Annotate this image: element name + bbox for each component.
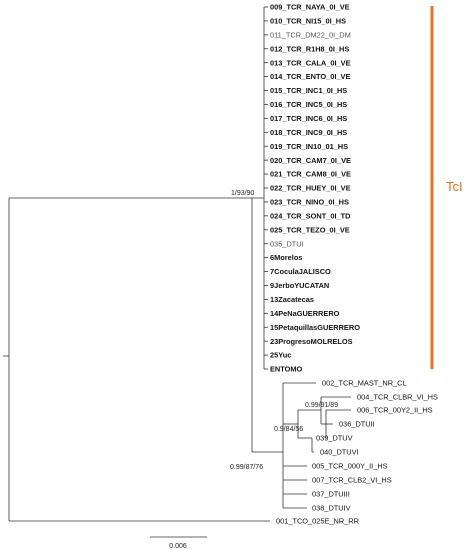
taxon-label: 025_TCR_TEZO_0I_VE [270, 225, 350, 234]
taxon-label: 036_DTUII [339, 420, 375, 429]
taxon-label: 016_TCR_INC5_0I_HS [270, 100, 347, 109]
taxon-label: 6Morelos [270, 253, 302, 262]
taxon-label: 14PeNaGUERRERO [270, 309, 340, 318]
taxon-label: 015_TCR_INC1_0I_HS [270, 86, 347, 95]
taxon-label: 009_TCR_NAYA_0I_VE [270, 3, 350, 12]
taxon-label: 001_TCO_025E_NR_RR [276, 517, 359, 526]
support-node-039-040: 0.9/84/56 [274, 426, 303, 433]
support-node-004-036: 0.99/91/89 [305, 402, 338, 409]
taxon-label: 014_TCR_ENTO_0I_VE [270, 72, 350, 81]
taxon-label: 013_TCR_CALA_0I_VE [270, 58, 351, 67]
taxon-label: 011_TCR_DM22_0I_DM [270, 30, 351, 39]
clade-label: TcI [446, 179, 463, 194]
taxon-label: 022_TCR_HUEY_0I_VE [270, 184, 351, 193]
taxon-label: 017_TCR_INC6_0I_HS [270, 114, 347, 123]
taxon-label: 7CoculaJALISCO [270, 267, 331, 276]
taxon-label: 23ProgresoMOLRELOS [270, 337, 353, 346]
taxon-label: 25Yuc [270, 351, 291, 360]
taxon-label: 012_TCR_R1H8_0I_HS [270, 44, 349, 53]
taxon-label: 023_TCR_NINO_0I_HS [270, 198, 349, 207]
taxon-label: 13Zacatecas [270, 295, 314, 304]
taxon-label: 006_TCR_00Y2_II_HS [357, 406, 433, 415]
tree-branches [3, 6, 351, 522]
taxon-label: 010_TCR_NI15_0I_HS [270, 17, 346, 26]
taxon-label: 007_TCR_CLB2_VI_HS [312, 476, 392, 485]
support-tci-node: 1/93/90 [231, 190, 254, 197]
scale-bar-label: 0.006 [169, 543, 187, 550]
taxon-labels: 009_TCR_NAYA_0I_VE 010_TCR_NI15_0I_HS 011_… [270, 3, 438, 526]
taxon-label: 035_DTUI [270, 239, 304, 248]
support-lower-node: 0.99/87/76 [230, 464, 263, 471]
taxon-label: 019_TCR_IN10_01_HS [270, 142, 348, 151]
taxon-label: 039_DTUV [316, 434, 353, 443]
taxon-label: 004_TCR_CLBR_VI_HS [357, 393, 438, 402]
taxon-label: 040_DTUVI [320, 448, 359, 457]
taxon-label: 020_TCR_CAM7_0I_VE [270, 156, 351, 165]
taxon-label: ENTOMO [270, 365, 303, 374]
taxon-label: 002_TCR_MAST_NR_CL [322, 379, 407, 388]
taxon-label: 021_TCR_CAM8_0I_VE [270, 170, 351, 179]
taxon-label: 005_TCR_000Y_II_HS [312, 462, 388, 471]
taxon-label: 15PetaquillasGUERRERO [270, 323, 360, 332]
taxon-label: 024_TCR_SONT_0I_TD [270, 211, 351, 220]
taxon-label: 038_DTUIV [312, 504, 351, 513]
taxon-label: 9JerboYUCATAN [270, 281, 329, 290]
taxon-label: 037_DTUIII [312, 490, 350, 499]
taxon-label: 018_TCR_INC9_0I_HS [270, 128, 347, 137]
